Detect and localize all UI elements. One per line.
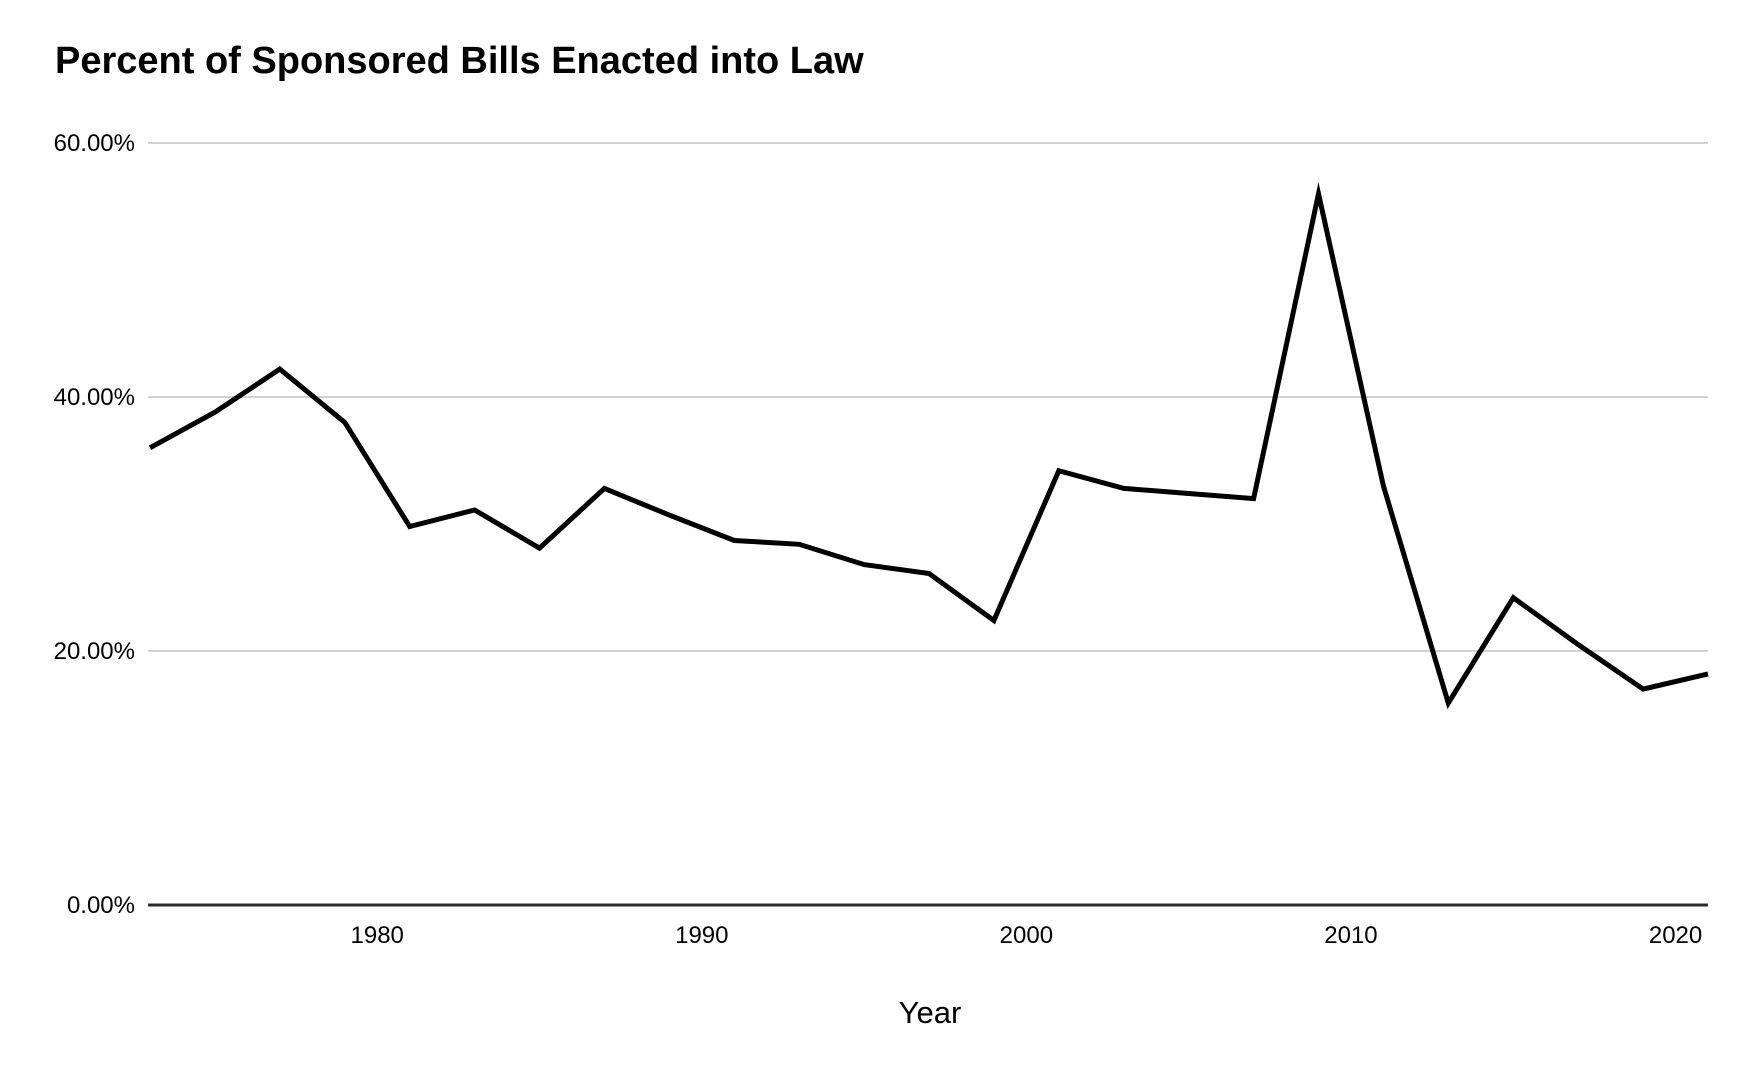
y-tick-label: 60.00%	[54, 130, 135, 157]
y-tick-label: 20.00%	[54, 638, 135, 665]
y-tick-label: 40.00%	[54, 384, 135, 411]
x-tick-label: 1980	[351, 922, 404, 949]
chart-title: Percent of Sponsored Bills Enacted into …	[55, 40, 864, 82]
x-tick-label: 1990	[675, 922, 728, 949]
y-tick-label: 0.00%	[67, 892, 135, 919]
data-line	[148, 182, 1709, 710]
x-tick-label: 2010	[1324, 922, 1377, 949]
x-tick-label: 2000	[1000, 922, 1053, 949]
x-axis-title: Year	[898, 995, 962, 1030]
x-tick-label: 2020	[1649, 922, 1702, 949]
